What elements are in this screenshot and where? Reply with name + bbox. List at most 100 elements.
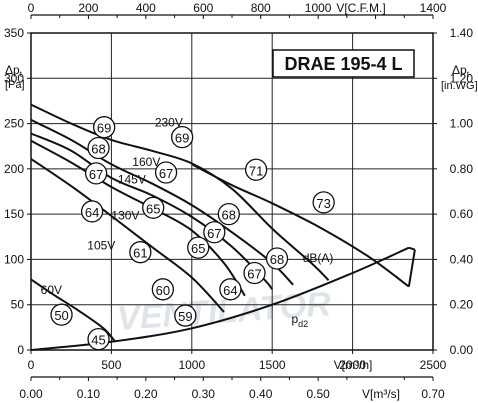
noise-marker: 61 — [129, 241, 152, 264]
noise-marker-circle — [87, 327, 110, 351]
noise-marker: 73 — [312, 191, 335, 214]
bottom2-tick-label: 0.20 — [134, 387, 158, 401]
top-tick-label: 600 — [193, 1, 213, 15]
right-tick-label: 1.00 — [450, 117, 474, 131]
noise-marker: 60 — [151, 278, 175, 301]
noise-marker-circle — [265, 247, 289, 270]
noise-marker-circle — [187, 236, 210, 259]
noise-marker: 50 — [50, 303, 73, 326]
envelope-tip-upper — [407, 249, 416, 287]
top-tick-label: 400 — [136, 1, 156, 15]
noise-marker-value: 67 — [247, 267, 261, 282]
left-tick-label: 200 — [4, 162, 24, 176]
bottom2-tick-label: 0.50 — [306, 387, 330, 401]
fan-curve-60v — [30, 278, 116, 342]
noise-marker-value: 68 — [270, 252, 284, 267]
bottom-tick-label: 0 — [28, 358, 35, 372]
right-axis-title: Δpt — [452, 63, 470, 79]
noise-marker: 68 — [87, 136, 110, 160]
noise-marker-value: 68 — [91, 142, 105, 157]
noise-marker-circle — [243, 261, 266, 285]
noise-marker: 45 — [87, 327, 110, 351]
noise-marker-value: 73 — [316, 196, 330, 211]
bottom2-tick-label: 0.70 — [421, 387, 445, 401]
noise-marker: 71 — [244, 158, 268, 181]
axis-layer: 050100150200250300350Δpt[Pa]0.000.200.40… — [4, 1, 478, 401]
right-tick-label: 0.80 — [450, 162, 474, 176]
model-title-frame — [272, 49, 415, 78]
noise-marker-value: 67 — [89, 167, 103, 182]
noise-marker: 67 — [84, 162, 108, 185]
model-title-box: DRAE 195-4 L — [272, 49, 415, 78]
noise-marker-value: 50 — [54, 308, 68, 323]
bottom-tick-label: 1500 — [259, 358, 286, 372]
noise-marker-value: 65 — [146, 201, 160, 216]
right-tick-label: 0.00 — [450, 343, 474, 357]
noise-marker-circle — [171, 126, 194, 149]
bottom-tick-label: 1000 — [178, 358, 205, 372]
noise-marker-value: 68 — [222, 208, 236, 223]
left-tick-label: 150 — [4, 207, 24, 221]
noise-marker-circle — [219, 278, 242, 301]
noise-marker: 67 — [243, 261, 266, 285]
bottom-axis-title: V[m³/h] — [334, 358, 373, 372]
noise-marker-value: 65 — [191, 241, 205, 256]
noise-marker: 65 — [142, 196, 165, 219]
noise-marker-value: 60 — [156, 283, 170, 298]
fan-curve-230v — [30, 103, 330, 281]
noise-marker: 64 — [80, 200, 104, 223]
noise-marker-value: 67 — [207, 226, 221, 241]
noise-marker-value: 69 — [175, 131, 189, 146]
noise-marker: 59 — [174, 304, 197, 327]
left-tick-label: 0 — [17, 343, 24, 357]
top-tick-label: 1400 — [420, 1, 447, 15]
right-tick-label: 0.60 — [450, 207, 474, 221]
noise-marker-circle — [154, 161, 178, 184]
left-axis-sub: t — [20, 70, 23, 79]
noise-marker-value: 64 — [223, 283, 237, 298]
grid-layer — [30, 32, 434, 351]
noise-marker-circle — [93, 116, 116, 139]
voltage-label-145v: 145V — [118, 172, 146, 186]
voltage-label-230v: 230V — [155, 115, 183, 129]
right-axis-sub: t — [467, 70, 470, 79]
noise-marker-circle — [244, 158, 268, 181]
noise-marker-circle — [87, 136, 110, 160]
noise-marker-circle — [50, 303, 73, 326]
noise-marker-value: 71 — [249, 163, 263, 178]
voltage-label-130v: 130V — [111, 209, 139, 223]
noise-marker: 67 — [203, 221, 226, 244]
noise-marker: 69 — [171, 126, 194, 149]
envelope-tip-lower — [408, 246, 416, 251]
left-tick-label: 100 — [4, 252, 24, 266]
top-tick-label: 800 — [251, 1, 271, 15]
noise-marker: 65 — [187, 236, 210, 259]
noise-marker-circle — [151, 278, 175, 301]
noise-marker-value: 64 — [85, 205, 99, 220]
left-tick-label: 300 — [4, 71, 24, 85]
right-tick-label: 1.40 — [450, 26, 474, 40]
noise-marker-circle — [129, 241, 152, 264]
plot-frame — [30, 32, 434, 351]
voltage-label-105v: 105V — [87, 238, 115, 252]
noise-marker: 68 — [265, 247, 289, 270]
bottom2-axis-title: V[m³/s] — [362, 387, 400, 401]
noise-marker: 69 — [93, 116, 116, 139]
voltage-label-60v: 60V — [41, 283, 62, 297]
bottom2-tick-label: 0.10 — [77, 387, 101, 401]
noise-marker-circle — [80, 200, 104, 223]
noise-marker-value: 59 — [178, 309, 192, 324]
noise-marker-circle — [174, 304, 197, 327]
bottom2-tick-label: 0.30 — [192, 387, 216, 401]
noise-marker: 68 — [217, 202, 240, 226]
noise-marker: 67 — [154, 161, 178, 184]
top-tick-label: 1000 — [305, 1, 332, 15]
noise-marker: 64 — [219, 278, 242, 301]
voltage-label-160v: 160V — [132, 155, 160, 169]
left-axis-unit: [Pa] — [5, 79, 25, 91]
left-tick-label: 50 — [11, 298, 25, 312]
model-title: DRAE 195-4 L — [284, 54, 402, 74]
left-axis-title: Δpt — [5, 63, 23, 79]
noise-marker-circle — [84, 162, 108, 185]
